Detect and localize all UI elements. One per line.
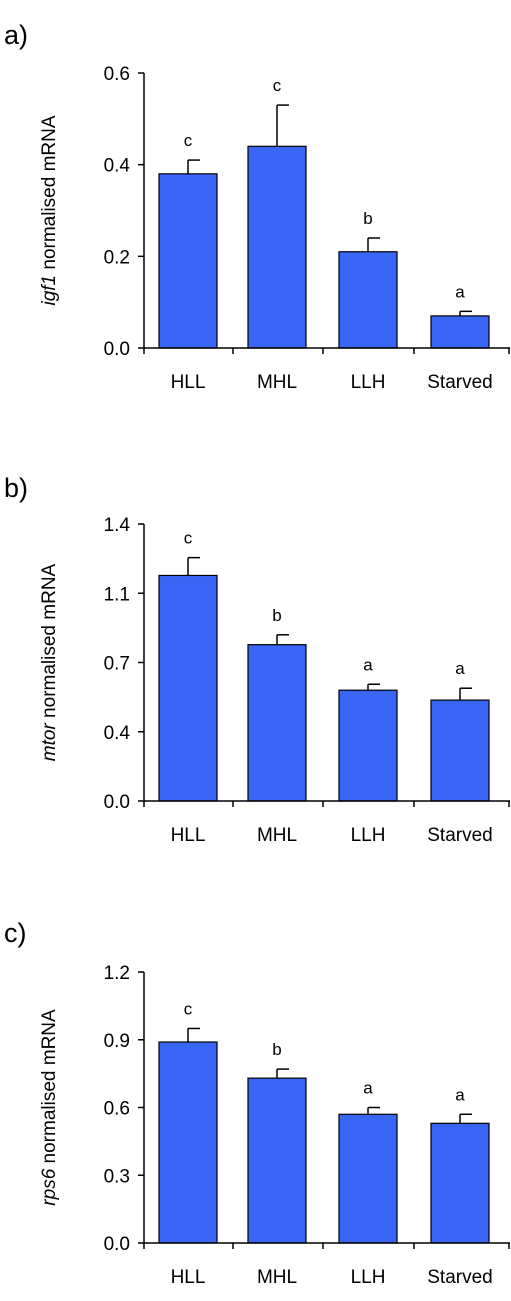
category-label: LLH — [351, 372, 386, 393]
y-tick-label: 1.1 — [104, 584, 130, 605]
category-label: MHL — [257, 825, 297, 846]
bar-hll — [158, 1041, 218, 1244]
panel-label: a) — [4, 20, 28, 50]
significance-letter: c — [184, 529, 193, 548]
y-tick-label: 0.9 — [104, 1031, 130, 1052]
category-label: LLH — [351, 1267, 386, 1288]
bar-mhl — [247, 145, 307, 349]
y-tick-label: 0.2 — [104, 247, 130, 268]
category-label: HLL — [171, 372, 206, 393]
category-label: LLH — [351, 825, 386, 846]
y-tick-label: 1.4 — [104, 515, 131, 536]
y-tick-label: 0.6 — [104, 64, 130, 85]
category-label: MHL — [257, 1267, 297, 1288]
significance-letter: a — [363, 1079, 373, 1098]
significance-letter: a — [455, 282, 465, 301]
bar-starved — [430, 315, 490, 349]
significance-letter: a — [455, 1085, 465, 1104]
y-tick-label: 0.6 — [104, 1099, 130, 1120]
y-axis-label-suffix: normalised mRNA — [39, 1009, 60, 1169]
category-label: Starved — [427, 825, 492, 846]
panel-label: b) — [4, 473, 28, 503]
category-label: MHL — [257, 372, 297, 393]
y-axis-label-suffix: normalised mRNA — [39, 115, 60, 275]
y-tick-label: 0.4 — [104, 156, 131, 177]
significance-letter: b — [272, 606, 281, 625]
significance-letter: c — [184, 131, 193, 150]
bar-llh — [338, 251, 398, 349]
gene-name: rps6 — [39, 1168, 60, 1205]
category-label: HLL — [171, 1267, 206, 1288]
y-tick-label: 1.2 — [104, 963, 130, 984]
bar-mhl — [247, 644, 307, 802]
panel-a: a) igf1 normalised mRNA c HLL c MHL b LLH a Starv… — [4, 20, 510, 393]
panel-c: c) rps6 normalised mRNA c HLL b MHL a LLH a Starv… — [4, 918, 510, 1288]
gene-name: mtor — [39, 723, 60, 762]
significance-letter: a — [455, 659, 465, 678]
significance-letter: c — [273, 76, 282, 95]
significance-letter: a — [363, 655, 373, 674]
y-tick-label: 0.7 — [104, 654, 130, 675]
y-tick-label: 0.0 — [104, 339, 130, 360]
bar-llh — [338, 1113, 398, 1244]
significance-letter: b — [363, 209, 372, 228]
bar-hll — [158, 173, 218, 349]
y-axis-label: rps6 normalised mRNA — [39, 1009, 60, 1206]
y-axis-label: mtor normalised mRNA — [39, 563, 60, 761]
y-tick-label: 0.0 — [104, 1234, 130, 1255]
bar-starved — [430, 1122, 490, 1244]
significance-letter: b — [272, 1040, 281, 1059]
bar-llh — [338, 689, 398, 802]
y-axis-label: igf1 normalised mRNA — [39, 115, 60, 305]
y-tick-label: 0.4 — [104, 723, 131, 744]
panel-b: b) mtor normalised mRNA c HLL b MHL a LLH a Starv… — [4, 473, 510, 846]
panel-label: c) — [4, 918, 27, 948]
category-label: HLL — [171, 825, 206, 846]
significance-letter: c — [184, 999, 193, 1018]
category-label: Starved — [427, 372, 492, 393]
y-tick-label: 0.3 — [104, 1166, 130, 1187]
bar-starved — [430, 699, 490, 802]
y-tick-label: 0.0 — [104, 792, 130, 813]
bar-mhl — [247, 1077, 307, 1244]
bar-hll — [158, 574, 218, 802]
gene-name: igf1 — [39, 275, 60, 306]
y-axis-label-suffix: normalised mRNA — [39, 563, 60, 723]
category-label: Starved — [427, 1267, 492, 1288]
